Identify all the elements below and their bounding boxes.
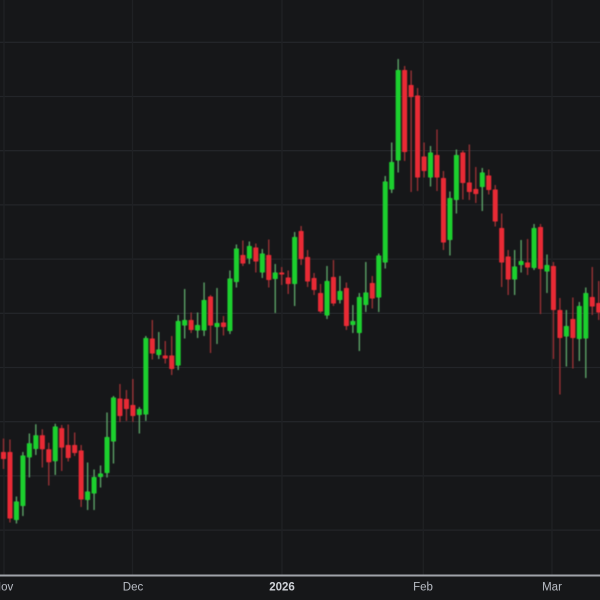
svg-text:Nov: Nov bbox=[0, 582, 13, 594]
svg-text:2026: 2026 bbox=[269, 582, 295, 594]
svg-text:Mar: Mar bbox=[542, 582, 562, 594]
svg-text:Feb: Feb bbox=[413, 582, 433, 594]
svg-text:Dec: Dec bbox=[123, 582, 144, 594]
